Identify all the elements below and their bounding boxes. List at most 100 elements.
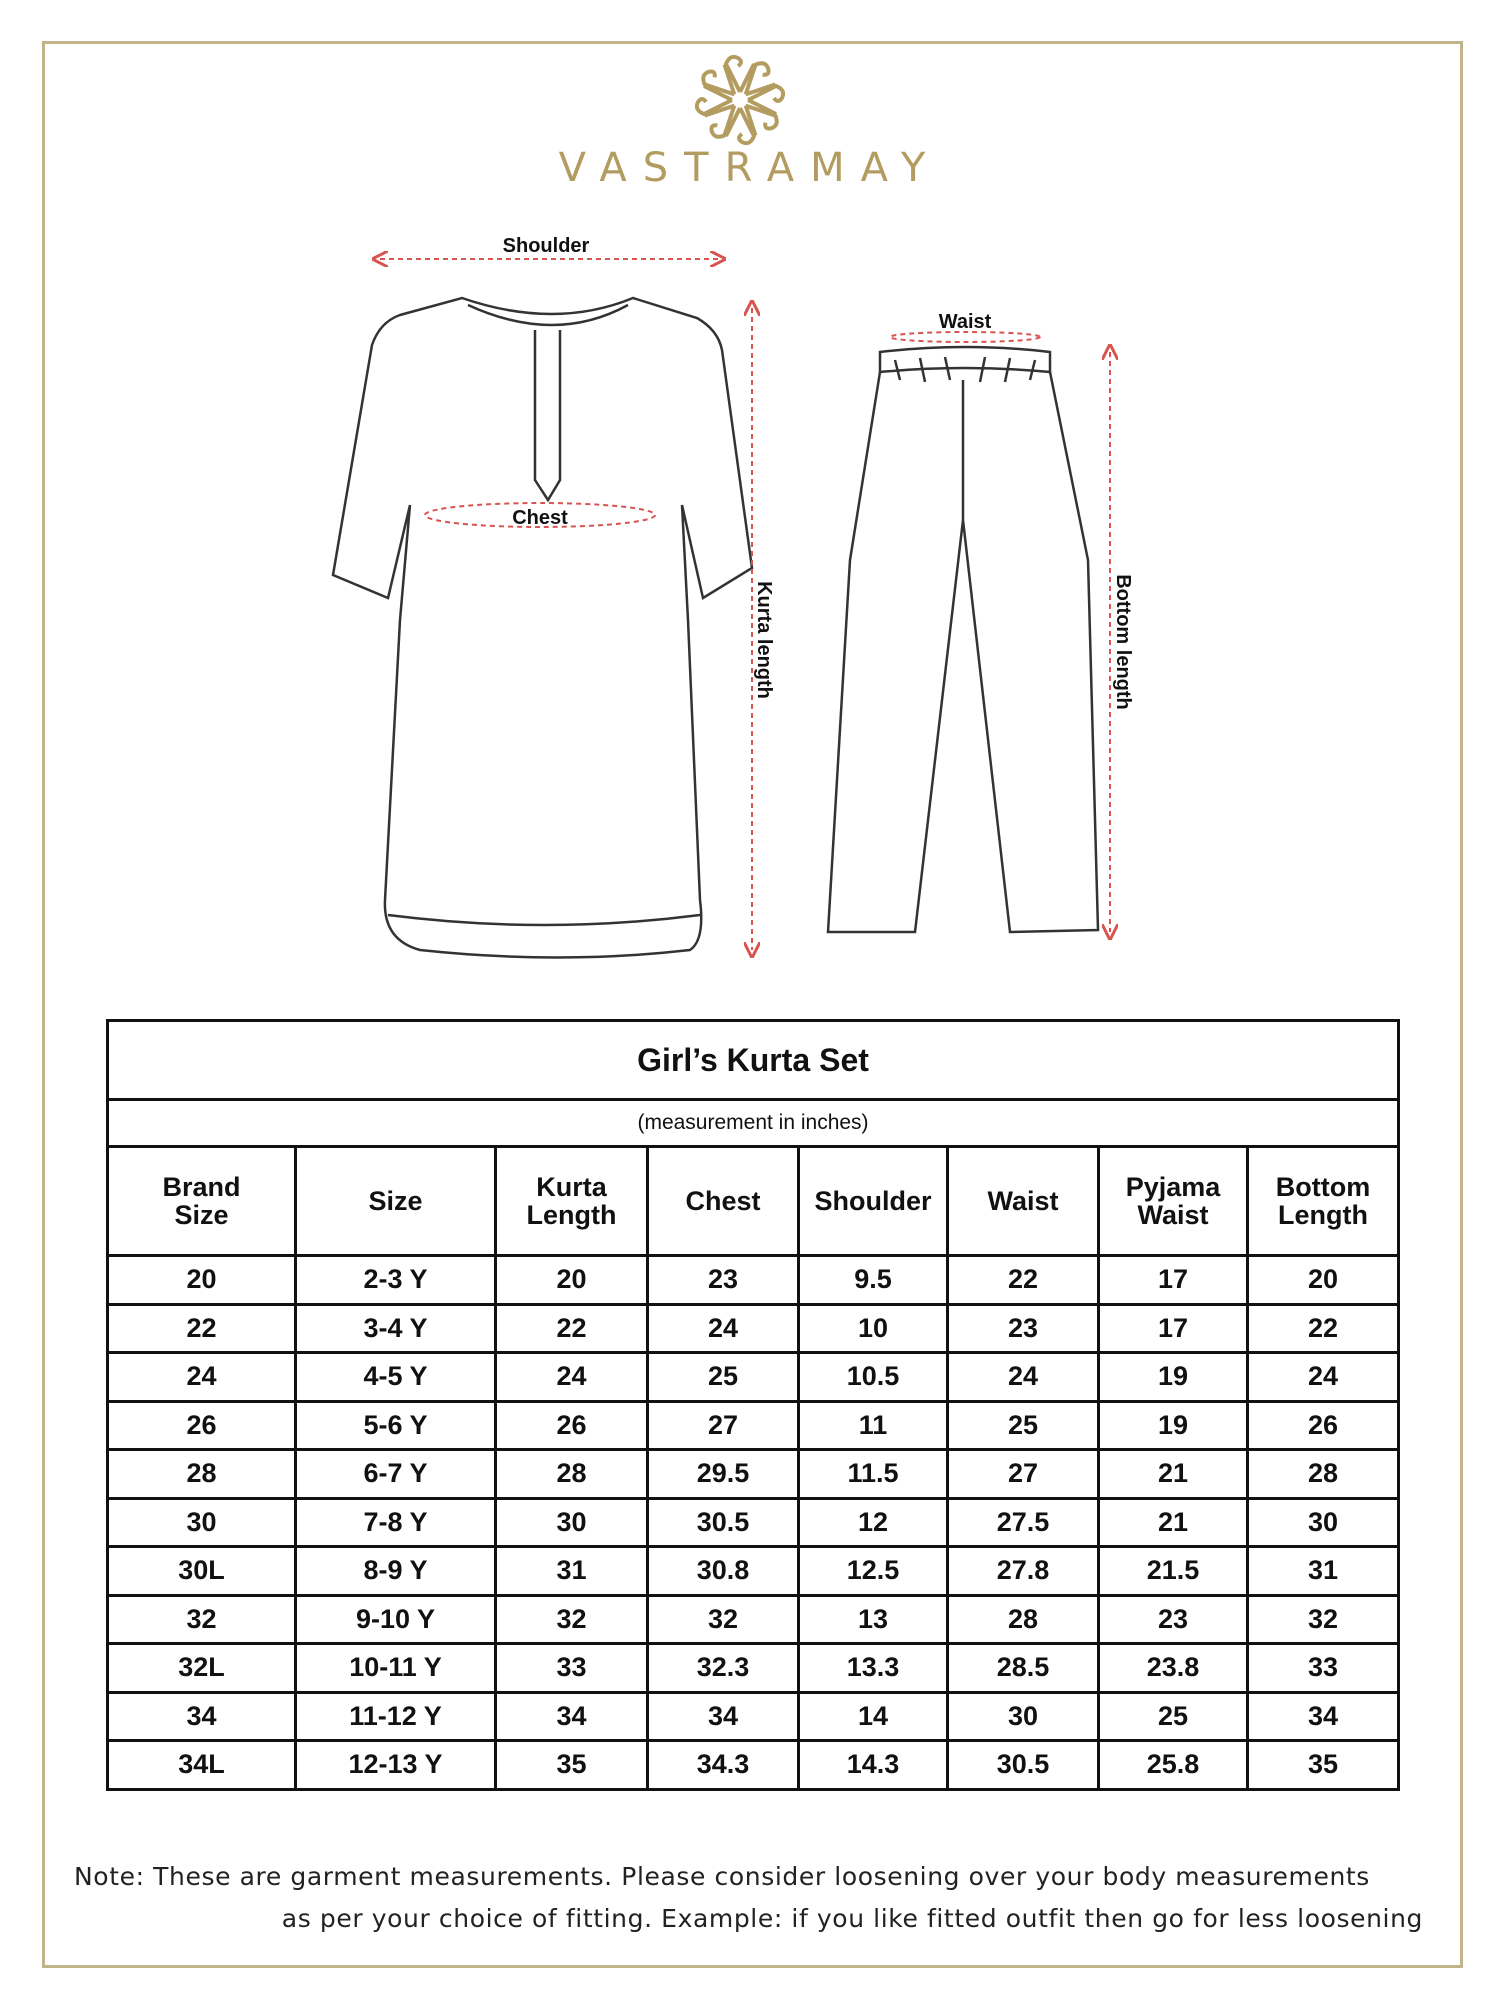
page-border <box>42 41 1463 1968</box>
table-cell: 30 <box>106 1496 297 1548</box>
table-cell: 12 <box>797 1496 949 1548</box>
table-row: 34L 12-13 Y 35 34.3 14.3 30.5 25.8 35 <box>106 1739 1401 1791</box>
column-header: Bottom Length <box>1245 1145 1401 1257</box>
table-cell: 31 <box>494 1545 649 1597</box>
size-chart-table: Girl’s Kurta Set (measurement in inches)… <box>105 1019 1401 1791</box>
table-cell: 22 <box>494 1302 649 1354</box>
table-cell: 10-11 Y <box>294 1642 497 1694</box>
table-cell: 32.3 <box>646 1642 800 1694</box>
table-cell: 31 <box>1245 1545 1401 1597</box>
table-cell: 20 <box>494 1254 649 1306</box>
brand-name: VASTRAMAY <box>558 145 942 191</box>
waist-arrow <box>889 331 1041 343</box>
table-row: 28 6-7 Y 28 29.5 11.5 27 21 28 <box>106 1448 1401 1500</box>
column-header: Kurta Length <box>494 1145 649 1257</box>
waist-label: Waist <box>939 311 992 333</box>
table-cell: 22 <box>106 1302 297 1354</box>
table-cell: 33 <box>494 1642 649 1694</box>
pyjama-outline <box>826 345 1100 934</box>
table-cell: 24 <box>646 1302 800 1354</box>
table-cell: 25 <box>1097 1690 1249 1742</box>
table-cell: 35 <box>494 1739 649 1791</box>
table-cell: 2-3 Y <box>294 1254 497 1306</box>
table-cell: 34 <box>106 1690 297 1742</box>
table-header-row: Brand Size Size Kurta Length Chest Shoulder Wai… <box>106 1145 1401 1257</box>
table-cell: 12.5 <box>797 1545 949 1597</box>
table-cell: 21 <box>1097 1448 1249 1500</box>
note-line-1: Note: These are garment measurements. Pl… <box>74 1862 1370 1891</box>
table-cell: 25 <box>646 1351 800 1403</box>
column-header-text: Waist <box>987 1186 1059 1216</box>
column-header-text: Size <box>368 1186 423 1216</box>
column-header-text: Pyjama <box>1125 1172 1221 1202</box>
table-cell: 29.5 <box>646 1448 800 1500</box>
column-header-text: Shoulder <box>814 1186 932 1216</box>
table-cell: 21 <box>1097 1496 1249 1548</box>
table-cell: 30.5 <box>946 1739 1100 1791</box>
table-cell: 34.3 <box>646 1739 800 1791</box>
table-cell: 35 <box>1245 1739 1401 1791</box>
table-cell: 14 <box>797 1690 949 1742</box>
table-cell: 32L <box>106 1642 297 1694</box>
table-cell: 28 <box>494 1448 649 1500</box>
logo-petal <box>747 83 786 116</box>
column-header: Size <box>294 1145 497 1257</box>
logo-petal <box>743 103 779 136</box>
column-header-text: Waist <box>1137 1200 1209 1230</box>
table-row: 26 5-6 Y 26 27 11 25 19 26 <box>106 1399 1401 1451</box>
table-row: 22 3-4 Y 22 24 10 23 17 22 <box>106 1302 1401 1354</box>
column-header-text: Length <box>526 1200 617 1230</box>
chest-label: Chest <box>512 507 568 529</box>
column-header: Pyjama Waist <box>1097 1145 1249 1257</box>
table-cell: 32 <box>646 1593 800 1645</box>
table-cell: 32 <box>106 1593 297 1645</box>
table-cell: 34L <box>106 1739 297 1791</box>
table-cell: 4-5 Y <box>294 1351 497 1403</box>
column-header: Chest <box>646 1145 800 1257</box>
table-cell: 12-13 Y <box>294 1739 497 1791</box>
table-cell: 8-9 Y <box>294 1545 497 1597</box>
garment-diagram: Shoulder Chest Kurta length Waist Bottom… <box>331 235 1134 959</box>
column-header-text: Length <box>1278 1200 1368 1230</box>
bottom-length-label: Bottom length <box>1112 574 1134 710</box>
table-cell: 6-7 Y <box>294 1448 497 1500</box>
table-cell: 17 <box>1097 1254 1249 1306</box>
table-row: 32L 10-11 Y 33 32.3 13.3 28.5 23.8 33 <box>106 1642 1401 1694</box>
table-cell: 10.5 <box>797 1351 949 1403</box>
table-cell: 25.8 <box>1097 1739 1249 1791</box>
table-cell: 28 <box>106 1448 297 1500</box>
table-cell: 20 <box>1245 1254 1401 1306</box>
table-cell: 23 <box>646 1254 800 1306</box>
table-cell: 27 <box>646 1399 800 1451</box>
table-cell: 30 <box>494 1496 649 1548</box>
table-cell: 9-10 Y <box>294 1593 497 1645</box>
table-cell: 32 <box>1245 1593 1401 1645</box>
table-cell: 34 <box>646 1690 800 1742</box>
table-cell: 32 <box>494 1593 649 1645</box>
logo-petal <box>724 107 757 146</box>
table-cell: 24 <box>1245 1351 1401 1403</box>
table-cell: 22 <box>946 1254 1100 1306</box>
kurta-outline <box>331 296 754 959</box>
table-cell: 33 <box>1245 1642 1401 1694</box>
column-header-text: Brand <box>162 1172 241 1202</box>
table-cell: 26 <box>106 1399 297 1451</box>
table-row: 34 11-12 Y 34 34 14 30 25 34 <box>106 1690 1401 1742</box>
table-cell: 5-6 Y <box>294 1399 497 1451</box>
table-cell: 30.5 <box>646 1496 800 1548</box>
kurta-length-label: Kurta length <box>753 581 775 699</box>
table-subtitle: (measurement in inches) <box>105 1098 1401 1148</box>
column-header: Waist <box>946 1145 1100 1257</box>
table-cell: 11 <box>797 1399 949 1451</box>
column-header-text: Kurta <box>536 1172 607 1202</box>
table-cell: 30L <box>106 1545 297 1597</box>
table-cell: 26 <box>1245 1399 1401 1451</box>
table-cell: 34 <box>1245 1690 1401 1742</box>
shoulder-label: Shoulder <box>503 235 590 257</box>
table-cell: 23.8 <box>1097 1642 1249 1694</box>
table-cell: 26 <box>494 1399 649 1451</box>
table-cell: 24 <box>106 1351 297 1403</box>
table-cell: 21.5 <box>1097 1545 1249 1597</box>
table-cell: 19 <box>1097 1351 1249 1403</box>
table-cell: 17 <box>1097 1302 1249 1354</box>
